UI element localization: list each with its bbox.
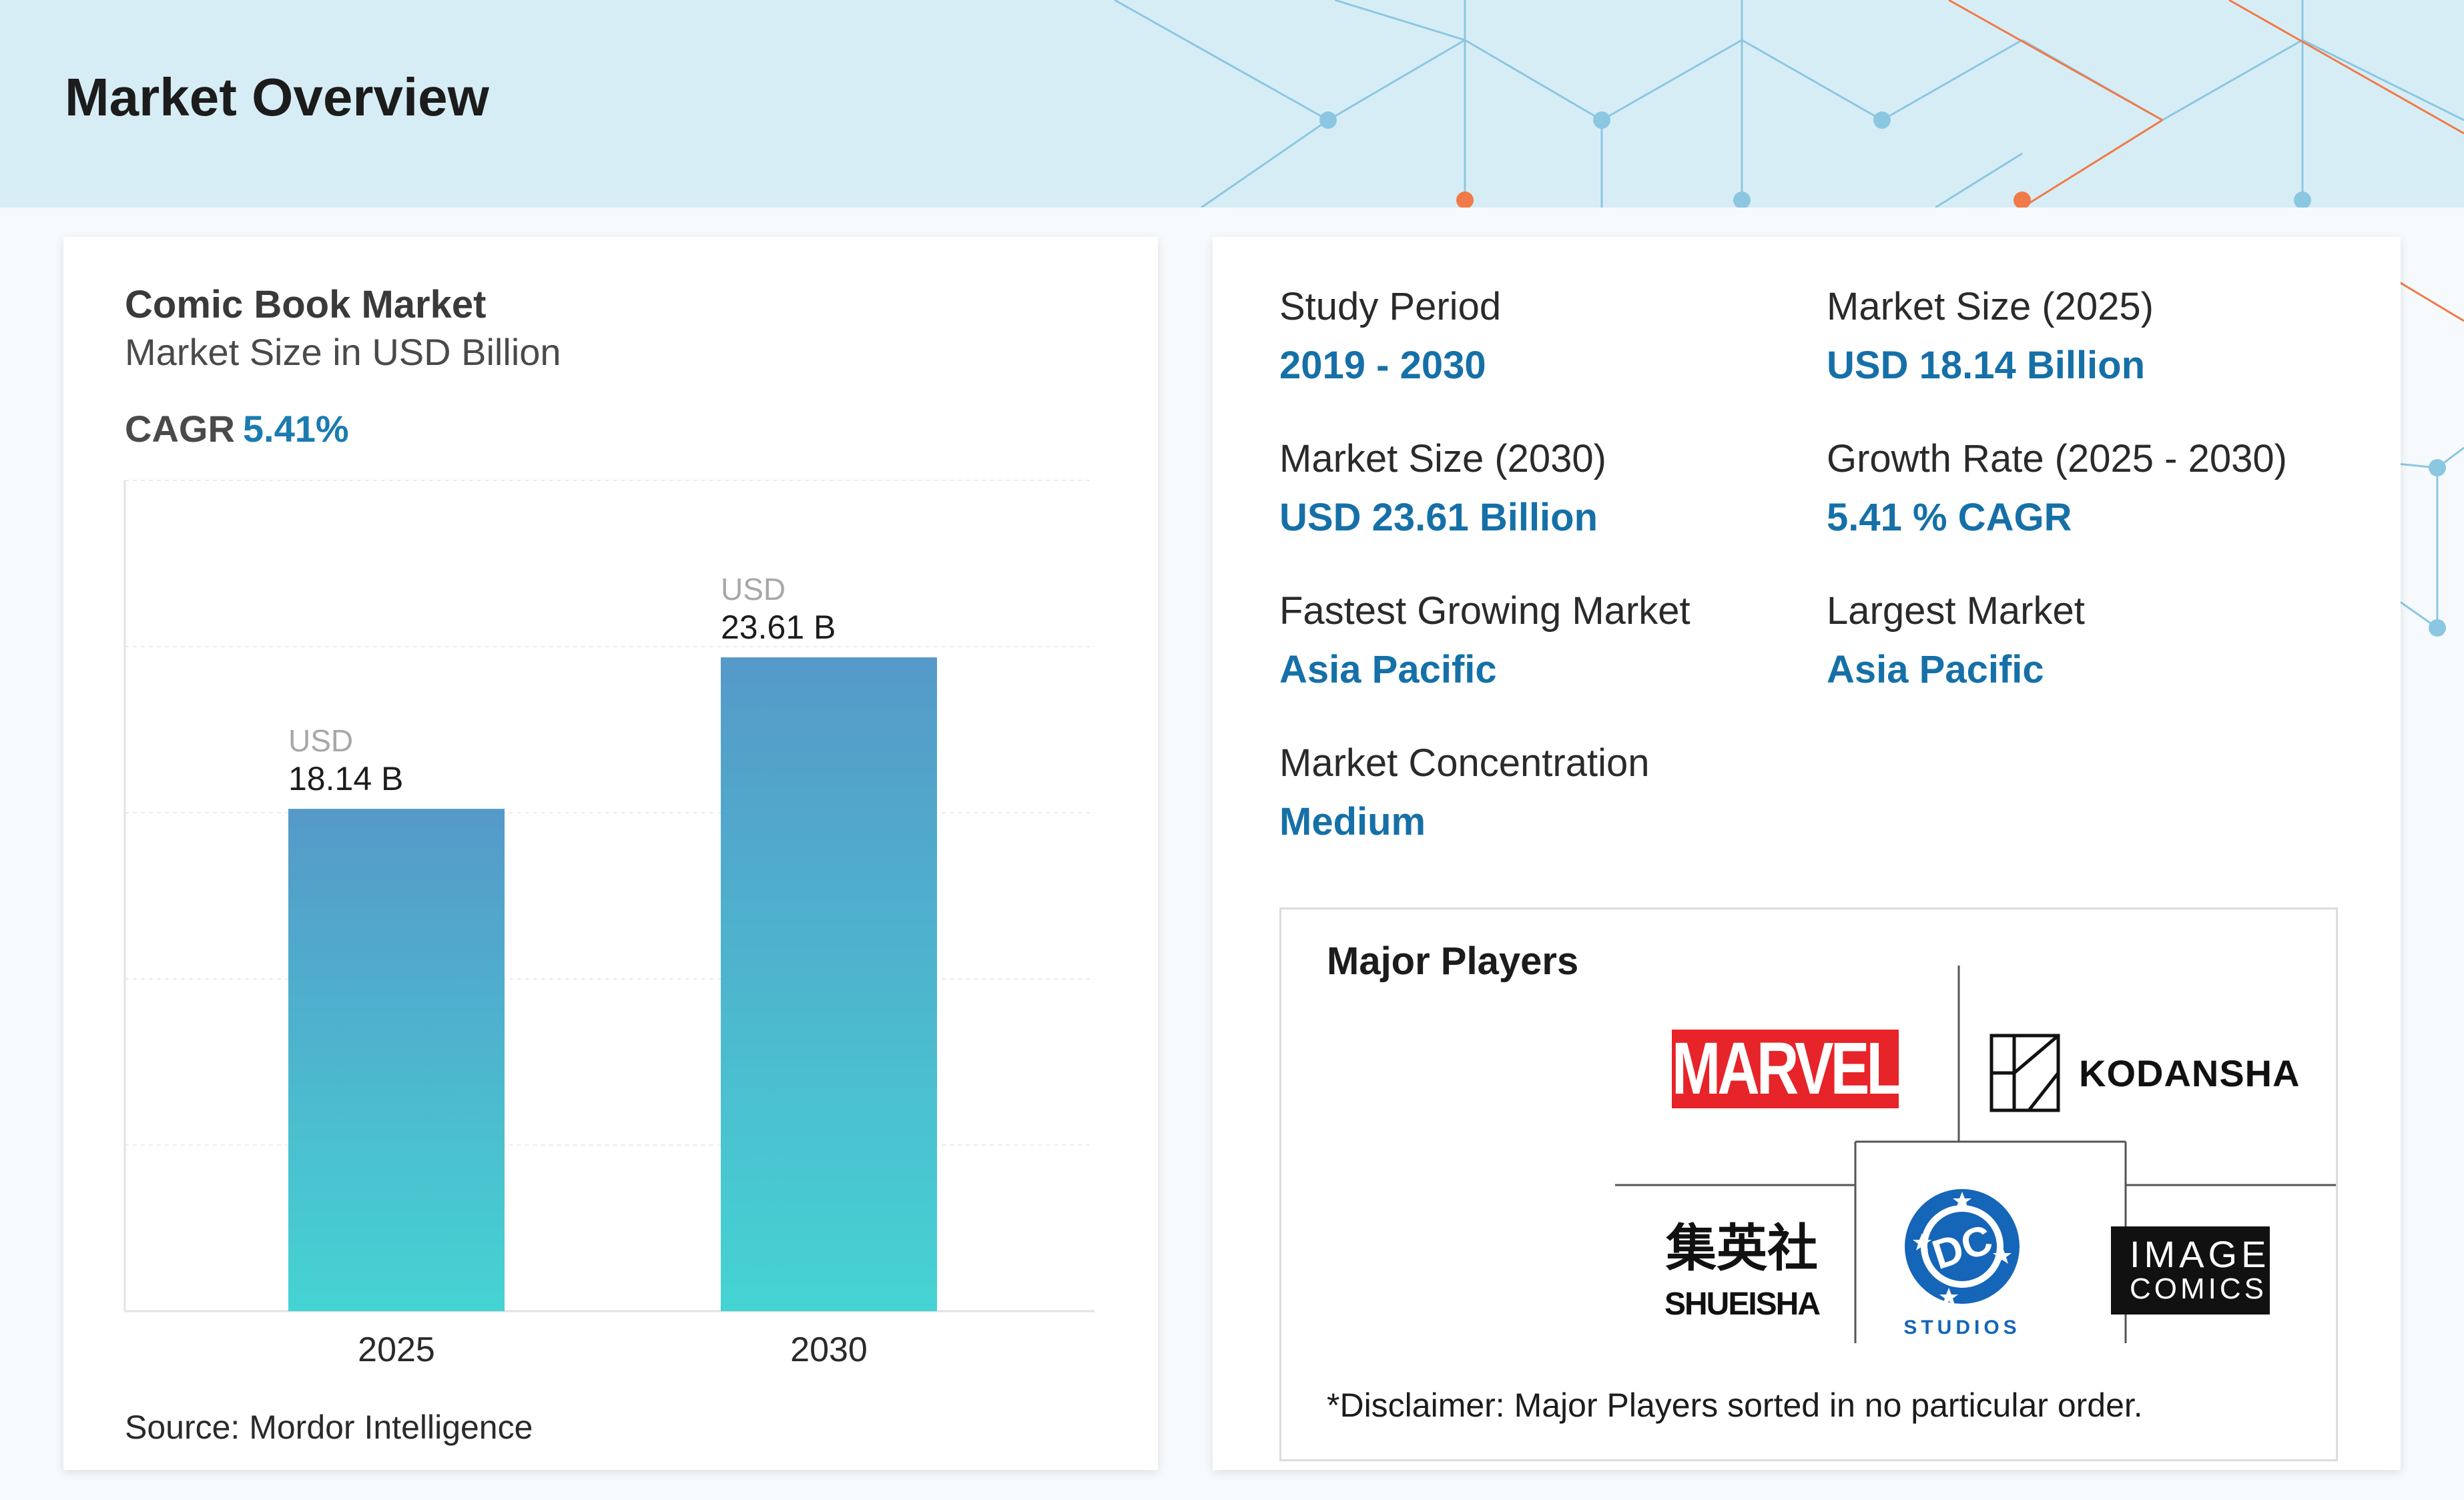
stat-fastest-growing-market: Fastest Growing Market Asia Pacific xyxy=(1279,588,1813,693)
stat-value: Medium xyxy=(1279,799,1426,843)
image-comics-line2: COMICS xyxy=(2130,1272,2267,1305)
players-disclaimer: *Disclaimer: Major Players sorted in no … xyxy=(1327,1387,2143,1424)
marvel-logo: MARVEL xyxy=(1672,1028,1902,1110)
bar-value-label: 18.14 B xyxy=(288,760,403,797)
chart-bars xyxy=(288,657,937,1311)
dc-studios-wordmark: STUDIOS xyxy=(1903,1317,2021,1339)
stat-label: Study Period xyxy=(1279,285,1502,328)
shueisha-logo: 集英社 SHUEISHA xyxy=(1642,1223,1842,1323)
stat-growth-rate: Growth Rate (2025 - 2030) 5.41 % CAGR xyxy=(1827,436,2361,540)
bar-value-label: 23.61 B xyxy=(721,609,836,646)
stats-card: Study Period 2019 - 2030 Market Size (20… xyxy=(1213,237,2401,1470)
cagr-label: CAGR xyxy=(125,408,235,450)
stat-value: Asia Pacific xyxy=(1827,647,2044,691)
bar-value-prefix: USD xyxy=(721,572,786,607)
source-note: Source: Mordor Intelligence xyxy=(125,1409,533,1446)
stat-value: Asia Pacific xyxy=(1279,647,1497,691)
stat-market-size-2030: Market Size (2030) USD 23.61 Billion xyxy=(1279,436,1813,540)
major-players-panel: Major Players MARVEL xyxy=(1279,907,2338,1461)
cagr-summary: CAGR 5.41% xyxy=(125,407,349,450)
stat-value: 2019 - 2030 xyxy=(1279,343,1486,387)
stat-largest-market: Largest Market Asia Pacific xyxy=(1827,588,2361,693)
stat-label: Growth Rate (2025 - 2030) xyxy=(1827,437,2287,480)
dc-studios-logo: DC STUDIOS xyxy=(1895,1180,2029,1353)
stat-label: Market Concentration xyxy=(1279,741,1650,785)
chart-subtitle: Market Size in USD Billion xyxy=(125,331,561,373)
x-tick-label: 2030 xyxy=(790,1331,868,1369)
page-title: Market Overview xyxy=(65,67,489,127)
stat-study-period: Study Period 2019 - 2030 xyxy=(1279,284,1813,388)
kodansha-wordmark: KODANSHA xyxy=(2079,1052,2300,1094)
stat-value: 5.41 % CAGR xyxy=(1827,495,2072,539)
kodansha-mark-icon xyxy=(1989,1034,2060,1112)
network-decoration xyxy=(1114,0,2464,208)
chart-card: Comic Book Market Market Size in USD Bil… xyxy=(63,237,1158,1470)
chart-title: Comic Book Market xyxy=(125,283,487,326)
dc-emblem-icon: DC xyxy=(1905,1189,2020,1305)
network-edge-decoration xyxy=(2370,280,2464,637)
bar-2025 xyxy=(288,809,505,1311)
players-grid-lines xyxy=(1615,966,2336,1343)
stat-value: USD 23.61 Billion xyxy=(1279,495,1598,539)
stat-label: Fastest Growing Market xyxy=(1279,589,1690,633)
image-comics-logo: IMAGE COMICS xyxy=(2111,1226,2270,1315)
shueisha-wordmark: SHUEISHA xyxy=(1664,1286,1821,1322)
bar-value-prefix: USD xyxy=(288,723,353,758)
bar-2030 xyxy=(721,657,937,1311)
players-title: Major Players xyxy=(1327,940,1579,983)
shueisha-kanji: 集英社 xyxy=(1666,1218,1818,1278)
stat-label: Largest Market xyxy=(1827,589,2085,633)
stat-label: Market Size (2030) xyxy=(1279,437,1606,480)
stat-market-size-2025: Market Size (2025) USD 18.14 Billion xyxy=(1827,284,2361,388)
image-comics-line1: IMAGE xyxy=(2130,1233,2270,1275)
stat-value: USD 18.14 Billion xyxy=(1827,343,2146,387)
cagr-value: 5.41% xyxy=(242,408,349,450)
stat-market-concentration: Market Concentration Medium xyxy=(1279,740,1813,845)
stat-label: Market Size (2025) xyxy=(1827,285,2154,328)
header-banner: Market Overview xyxy=(0,0,2464,208)
chart-gridlines xyxy=(123,480,1095,1312)
x-tick-label: 2025 xyxy=(358,1331,435,1369)
